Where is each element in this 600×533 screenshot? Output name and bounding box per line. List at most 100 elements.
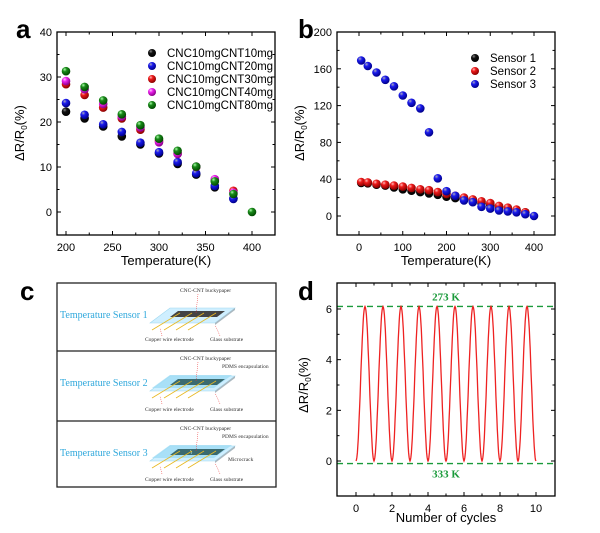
y-tick-label: 4 — [326, 355, 332, 367]
label-electrode: Copper wire electrode — [145, 337, 194, 343]
data-point — [468, 197, 478, 207]
data-point — [356, 56, 366, 65]
data-point — [381, 180, 390, 189]
legend-marker — [148, 62, 156, 70]
label-microcrack: Microcrack — [228, 457, 254, 463]
x-tick-label: 0 — [356, 242, 362, 254]
data-point — [363, 178, 373, 187]
copper-wire — [187, 380, 217, 399]
series-cnc10mgcnt80mg — [61, 66, 257, 217]
data-point — [372, 68, 381, 77]
y-tick-label: 20 — [40, 117, 52, 129]
data-point — [229, 189, 238, 199]
data-point — [372, 179, 381, 189]
y-tick-label: 120 — [314, 101, 332, 113]
x-tick-label: 200 — [437, 242, 455, 254]
label-electrode: Copper wire electrode — [145, 407, 194, 413]
panel-letter-c: c — [20, 276, 34, 306]
data-point — [529, 211, 539, 221]
data-point — [442, 186, 451, 196]
data-point — [117, 110, 127, 119]
data-point — [191, 162, 201, 171]
leader-line — [214, 324, 221, 337]
legend-marker — [471, 67, 479, 75]
response-curve — [355, 304, 537, 463]
leader-line — [214, 392, 221, 405]
data-point — [191, 169, 201, 178]
x-tick-label: 400 — [525, 242, 543, 254]
x-tick-label: 250 — [103, 242, 121, 254]
y-tick-label: 10 — [40, 162, 52, 174]
legend: CNC10mgCNT10mgCNC10mgCNT20mgCNC10mgCNT30… — [148, 48, 273, 112]
y-tick-label: 0 — [46, 207, 52, 219]
substrate-edge — [215, 308, 235, 325]
legend-label: CNC10mgCNT20mg — [167, 61, 273, 73]
panel-letter-d: d — [298, 276, 314, 306]
panel-letter-b: b — [298, 14, 314, 44]
data-point — [494, 206, 504, 215]
legend-label: CNC10mgCNT40mg — [167, 87, 273, 99]
legend-marker — [471, 54, 479, 62]
data-point — [136, 120, 145, 130]
microcrack — [189, 449, 193, 455]
x-tick-label: 10 — [530, 503, 542, 515]
legend-label: Sensor 1 — [490, 53, 536, 65]
x-axis-title: Temperature(K) — [121, 253, 211, 268]
data-point — [424, 128, 434, 137]
data-point — [381, 75, 390, 85]
data-point — [117, 127, 127, 137]
panel-b-chart: 0 100 200 300 400 0 40 80 120 160 200 Temperature(… — [292, 27, 556, 268]
legend-label: Sensor 2 — [490, 66, 536, 78]
reference-label: 333 K — [432, 469, 460, 481]
data-point — [389, 181, 399, 190]
y-tick-label: 160 — [314, 64, 332, 76]
copper-wire — [163, 450, 193, 469]
copper-wire — [151, 380, 181, 399]
legend-marker — [471, 80, 479, 88]
data-point — [154, 147, 164, 157]
y-tick-label: 40 — [40, 27, 52, 39]
label-buckypaper: CNC-CNT buckypaper — [180, 288, 231, 294]
data-point — [477, 202, 486, 212]
label-buckypaper: CNC-CNT buckypaper — [180, 356, 231, 362]
legend-label: Sensor 3 — [490, 79, 536, 91]
data-point — [416, 185, 425, 194]
data-point — [363, 61, 373, 71]
label-substrate: Glass substrate — [210, 337, 244, 343]
data-point — [407, 183, 416, 193]
x-tick-label: 0 — [353, 503, 359, 515]
y-axis-title: ΔR/R0(%) — [292, 105, 309, 161]
y-axis-title: ΔR/R0(%) — [12, 105, 29, 161]
data-point — [389, 82, 399, 91]
series-cnc10mgcnt10mg — [61, 107, 238, 203]
label-encapsulation: PDMS encapsulation — [222, 434, 269, 440]
copper-wire — [163, 380, 193, 399]
copper-wire — [151, 312, 181, 331]
copper-wire — [151, 450, 181, 469]
x-tick-label: 300 — [481, 242, 499, 254]
legend-label: CNC10mgCNT30mg — [167, 74, 273, 86]
data-point — [210, 177, 220, 186]
y-tick-label: 2 — [326, 405, 332, 417]
leader-line — [159, 465, 163, 475]
label-encapsulation: PDMS encapsulation — [222, 364, 269, 370]
data-point — [136, 138, 145, 147]
substrate-edge — [215, 376, 235, 393]
data-point — [356, 177, 366, 187]
legend-marker — [148, 101, 156, 109]
series-sensor-3 — [356, 56, 539, 221]
data-point — [173, 146, 182, 156]
plot-frame — [56, 31, 276, 236]
sensor-row-1: Temperature Sensor 1 CNC-CNT buckypaper Co… — [60, 288, 244, 343]
data-point — [424, 185, 434, 195]
y-tick-label: 0 — [326, 456, 332, 468]
x-axis-title: Number of cycles — [396, 510, 497, 525]
copper-wire — [175, 312, 205, 331]
panel-letter-a: a — [16, 14, 31, 44]
data-point — [407, 98, 416, 108]
data-point — [173, 157, 182, 167]
label-buckypaper: CNC-CNT buckypaper — [180, 426, 231, 432]
x-axis-title: Temperature(K) — [401, 253, 491, 268]
